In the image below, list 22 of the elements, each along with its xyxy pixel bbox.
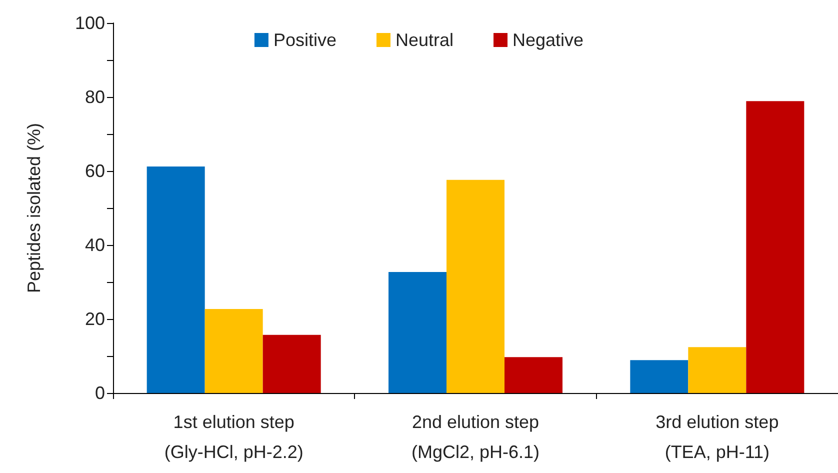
bar [204, 309, 263, 393]
bar [504, 357, 562, 393]
x-tick-label: 2nd elution step (MgCl2, pH-6.1) [411, 412, 540, 462]
bar [388, 272, 446, 393]
y-tick-label: 60 [84, 161, 105, 181]
bar [262, 334, 321, 393]
y-axis-title: Peptides isolated (%) [24, 122, 44, 294]
y-tick-label: 100 [74, 13, 105, 33]
y-tick-label: 80 [84, 87, 105, 107]
y-tick-label: 40 [84, 235, 105, 255]
bar [446, 180, 504, 393]
x-tick-label: 3rd elution step (TEA, pH-11) [656, 412, 779, 462]
y-tick-label: 0 [94, 383, 105, 403]
legend-label: Positive [273, 30, 336, 50]
bar [746, 101, 804, 393]
x-tick-label: 1st elution step (Gly-HCl, pH-2.2) [164, 412, 304, 462]
y-tick-label: 20 [84, 309, 105, 329]
bar [630, 360, 688, 393]
bar [146, 166, 205, 393]
legend-label: Negative [512, 30, 584, 50]
legend-label: Neutral [395, 30, 454, 50]
bar [688, 347, 746, 393]
